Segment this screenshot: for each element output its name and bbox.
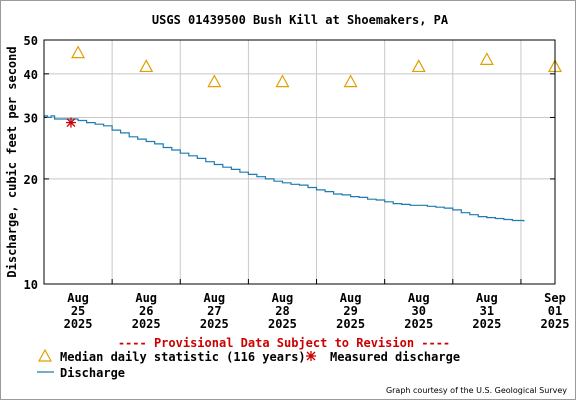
legend-measured-icon xyxy=(306,351,316,361)
x-tick-label-month: Aug xyxy=(67,291,89,305)
chart-title: USGS 01439500 Bush Kill at Shoemakers, P… xyxy=(152,13,449,27)
y-tick-label: 30 xyxy=(24,111,38,125)
x-axis-ticks: Aug252025Aug262025Aug272025Aug282025Aug2… xyxy=(64,279,570,331)
series-layer xyxy=(44,45,563,222)
y-tick-label: 40 xyxy=(24,68,38,82)
median-marker xyxy=(275,74,290,88)
legend: Median daily statistic (116 years) Measur… xyxy=(37,348,460,380)
provisional-notice: ---- Provisional Data Subject to Revisio… xyxy=(118,336,450,350)
grid-lines xyxy=(44,39,555,285)
median-marker xyxy=(71,45,86,59)
legend-discharge-label: Discharge xyxy=(60,366,125,380)
y-axis-ticks: 10 20 30 40 50 xyxy=(24,34,555,292)
plot-area-border xyxy=(43,39,556,285)
credit-text: Graph courtesy of the U.S. Geological Su… xyxy=(386,386,567,395)
x-tick-label-day: 27 xyxy=(207,304,221,318)
legend-median-icon xyxy=(37,348,53,362)
x-tick-label-month: Aug xyxy=(135,291,157,305)
legend-measured-label: Measured discharge xyxy=(330,350,460,364)
x-tick-label-month: Aug xyxy=(340,291,362,305)
x-tick-label-year: 2025 xyxy=(200,317,229,331)
measured-marker xyxy=(65,117,76,128)
x-tick-label-month: Sep xyxy=(544,291,566,305)
x-tick-label-month: Aug xyxy=(408,291,430,305)
x-tick-label-year: 2025 xyxy=(132,317,161,331)
discharge-line xyxy=(44,115,525,222)
x-tick-label-day: 31 xyxy=(480,304,494,318)
y-tick-label: 10 xyxy=(24,278,38,292)
x-tick-label-year: 2025 xyxy=(64,317,93,331)
y-axis-label: Discharge, cubic feet per second xyxy=(5,46,19,277)
x-tick-label-day: 29 xyxy=(343,304,357,318)
legend-median-label: Median daily statistic (116 years) xyxy=(60,350,306,364)
x-tick-label-day: 28 xyxy=(275,304,289,318)
x-tick-label-day: 26 xyxy=(139,304,153,318)
x-tick-label-year: 2025 xyxy=(541,317,570,331)
median-marker xyxy=(411,59,426,73)
x-tick-label-month: Aug xyxy=(203,291,225,305)
median-marker xyxy=(479,52,494,65)
y-tick-label: 50 xyxy=(24,34,38,48)
median-marker xyxy=(207,74,222,88)
x-tick-label-year: 2025 xyxy=(472,317,501,331)
x-tick-label-year: 2025 xyxy=(336,317,365,331)
y-tick-label: 20 xyxy=(24,173,38,187)
x-tick-label-year: 2025 xyxy=(268,317,297,331)
median-marker xyxy=(139,59,154,73)
x-tick-label-month: Aug xyxy=(272,291,294,305)
median-marker xyxy=(343,74,358,88)
x-tick-label-day: 30 xyxy=(412,304,426,318)
x-tick-label-year: 2025 xyxy=(404,317,433,331)
x-tick-label-day: 25 xyxy=(71,304,85,318)
x-tick-label-month: Aug xyxy=(476,291,498,305)
x-tick-label-day: 01 xyxy=(548,304,562,318)
